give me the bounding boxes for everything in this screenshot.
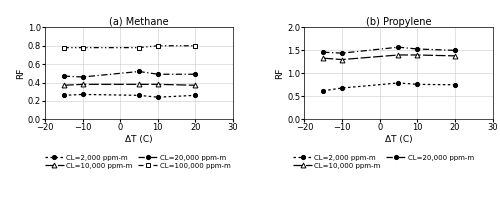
X-axis label: ΔT (C): ΔT (C) [125,135,153,144]
X-axis label: ΔT (C): ΔT (C) [384,135,412,144]
Title: (a) Methane: (a) Methane [109,17,169,27]
Legend: CL=2,000 ppm-m, CL=10,000 ppm-m, CL=20,000 ppm-m, CL=100,000 ppm-m: CL=2,000 ppm-m, CL=10,000 ppm-m, CL=20,0… [44,155,230,169]
Y-axis label: RF: RF [276,68,284,79]
Y-axis label: RF: RF [16,68,25,79]
Legend: CL=2,000 ppm-m, CL=10,000 ppm-m, CL=20,000 ppm-m: CL=2,000 ppm-m, CL=10,000 ppm-m, CL=20,0… [293,155,474,169]
Title: (b) Propylene: (b) Propylene [366,17,431,27]
